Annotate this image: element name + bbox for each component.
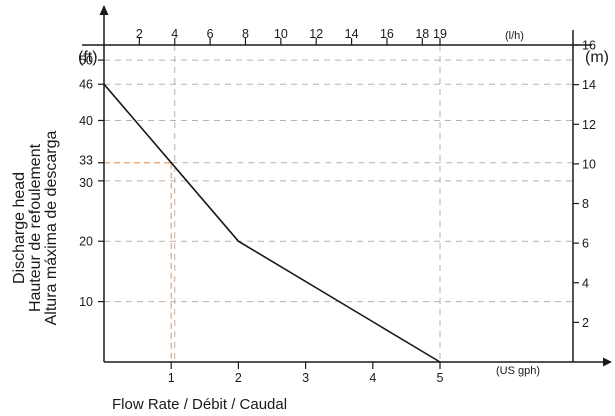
tick-labels: 1 2 3 4 52 4 6 8 10 12 14 16 18 191020303340465024681…: [79, 27, 596, 385]
top-tick-label: 14: [345, 27, 359, 41]
top-tick-label: 18: [415, 27, 429, 41]
x-axis-title: Flow Rate / Débit / Caudal: [112, 396, 287, 413]
top-axis-unit: (l/h): [505, 30, 524, 42]
bottom-tick-label: 4: [369, 371, 376, 385]
right-tick-label: 2: [582, 316, 589, 330]
x-axis-arrow: [603, 357, 612, 367]
right-tick-label: 10: [582, 157, 596, 171]
y-axis-title-line-2: Hauteur de refoulement: [27, 143, 44, 312]
top-tick-label: 16: [380, 27, 394, 41]
y-axis-title: Discharge head Hauteur de refoulement Al…: [11, 131, 60, 326]
right-axis-unit: (m): [585, 49, 609, 66]
operating-point-guides: [104, 162, 573, 362]
left-axis-unit: (ft): [78, 49, 98, 66]
top-tick-label: 2: [136, 27, 143, 41]
left-tick-label: 33: [79, 154, 93, 168]
right-tick-label: 16: [582, 39, 596, 53]
bottom-tick-label: 3: [302, 371, 309, 385]
left-tick-label: 20: [79, 235, 93, 249]
y-axis-arrow: [99, 5, 109, 15]
top-tick-label: 19: [433, 27, 447, 41]
y-axis-title-line-1: Discharge head: [11, 172, 28, 284]
right-tick-label: 6: [582, 237, 589, 251]
left-tick-label: 40: [79, 114, 93, 128]
top-tick-label: 4: [171, 27, 178, 41]
bottom-axis-unit: (US gph): [496, 365, 540, 377]
right-tick-label: 14: [582, 78, 596, 92]
top-tick-label: 8: [242, 27, 249, 41]
left-tick-label: 50: [79, 54, 93, 68]
grid-lines: [104, 45, 573, 362]
y-axis-title-line-3: Altura máxima de descarga: [43, 131, 60, 326]
right-tick-label: 12: [582, 118, 596, 132]
left-tick-label: 46: [79, 78, 93, 92]
right-tick-label: 4: [582, 276, 589, 290]
left-tick-label: 10: [79, 295, 93, 309]
bottom-tick-label: 1: [168, 371, 175, 385]
top-tick-label: 6: [207, 27, 214, 41]
left-tick-label: 30: [79, 176, 93, 190]
bottom-tick-label: 2: [235, 371, 242, 385]
top-tick-label: 10: [274, 27, 288, 41]
top-tick-label: 12: [309, 27, 323, 41]
right-tick-label: 8: [582, 197, 589, 211]
performance-curve-group: [103, 83, 441, 363]
performance-curve: [103, 83, 441, 363]
axes: [82, 5, 612, 369]
bottom-tick-label: 5: [437, 371, 444, 385]
